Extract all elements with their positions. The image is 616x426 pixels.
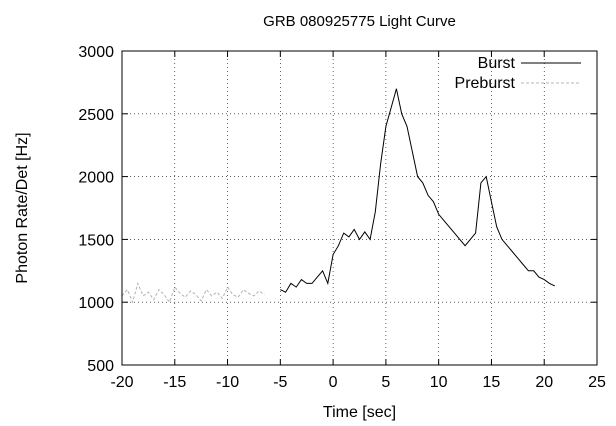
- plot-frame: [121, 50, 598, 366]
- y-tick-label: 1000: [78, 295, 114, 312]
- x-tick-label: 10: [430, 374, 448, 391]
- series-burst-line: [280, 88, 556, 293]
- plot-area: [121, 88, 556, 304]
- y-tick-label: 1500: [78, 232, 114, 249]
- x-tick-label: -10: [216, 374, 239, 391]
- y-tick-label: 2000: [78, 170, 114, 187]
- legend-label: Preburst: [455, 75, 516, 92]
- y-axis-tick-labels: 500 1000 1500 2000 2500 3000: [78, 44, 114, 375]
- y-axis-title: Photon Rate/Det [Hz]: [14, 132, 31, 283]
- legend: Burst Preburst: [455, 55, 581, 92]
- series-preburst-line: [121, 281, 265, 304]
- axis-ticks: [121, 50, 598, 366]
- x-tick-label: 0: [329, 374, 338, 391]
- y-tick-label: 500: [87, 358, 114, 375]
- legend-label: Burst: [478, 55, 516, 72]
- x-axis-title: Time [sec]: [323, 404, 396, 421]
- x-axis-tick-labels: -20 -15 -10 -5 0 5 10 15 20 25: [110, 374, 606, 391]
- x-tick-label: -20: [110, 374, 133, 391]
- x-tick-label: 15: [483, 374, 501, 391]
- x-tick-label: 25: [588, 374, 606, 391]
- y-tick-label: 2500: [78, 107, 114, 124]
- x-tick-label: 20: [535, 374, 553, 391]
- x-tick-label: -15: [163, 374, 186, 391]
- grid: [122, 51, 597, 365]
- chart-title: GRB 080925775 Light Curve: [263, 13, 456, 30]
- y-tick-label: 3000: [78, 44, 114, 61]
- x-tick-label: 5: [381, 374, 390, 391]
- x-tick-label: -5: [273, 374, 287, 391]
